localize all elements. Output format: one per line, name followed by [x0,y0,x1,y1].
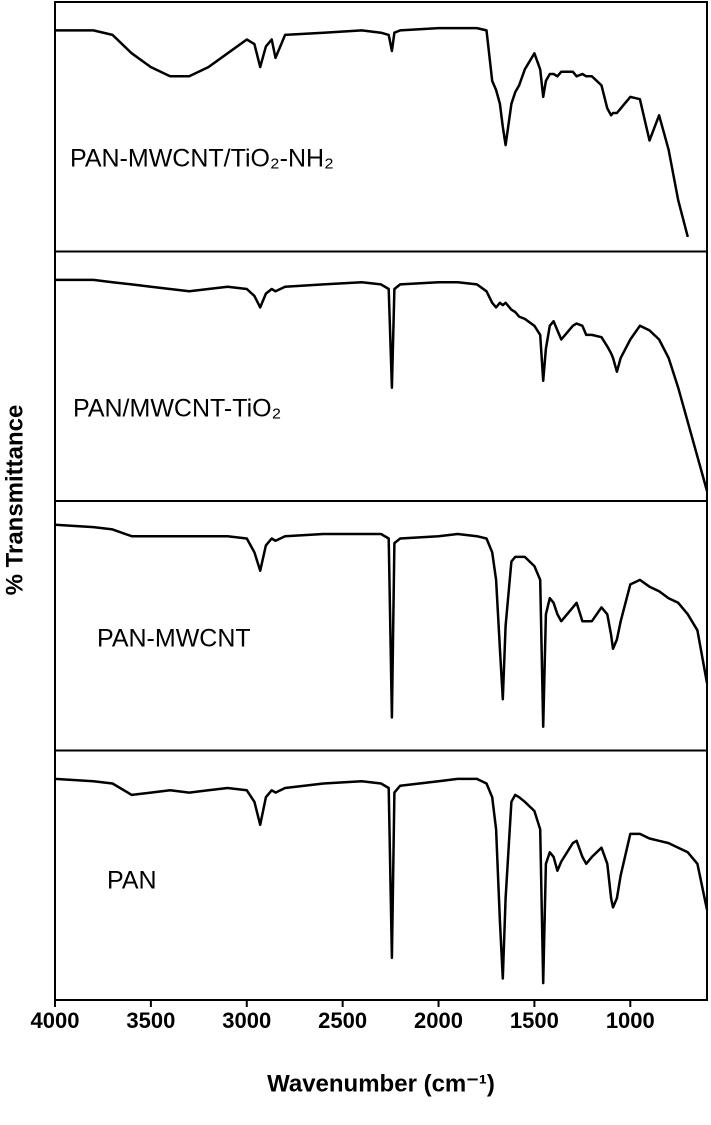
x-tick-label: 3500 [126,1008,175,1033]
x-axis-title: Wavenumber (cm⁻¹) [267,1070,495,1097]
panel-label: PAN [107,867,157,895]
panel-frame [54,250,708,502]
panel-label: PAN-MWCNT [97,625,251,653]
panel-label: PAN/MWCNT-TiO₂ [73,395,281,423]
y-axis-title: % Transmittance [1,405,28,596]
x-tick-label: 4000 [31,1008,80,1033]
x-tick-label: 1500 [510,1008,559,1033]
x-tick-label: 2500 [318,1008,367,1033]
spectrum-line [54,523,709,728]
spectrum-line [55,26,690,238]
x-tick-label: 3000 [222,1008,271,1033]
panel-label: PAN-MWCNT/TiO₂-NH₂ [70,145,334,173]
spectrum-line [55,278,709,492]
panel-frame [54,1,708,253]
panel-frame [54,749,708,1001]
spectrum-line [54,777,709,985]
x-tick-label: 2000 [414,1008,463,1033]
x-tick-label: 1000 [606,1008,655,1033]
